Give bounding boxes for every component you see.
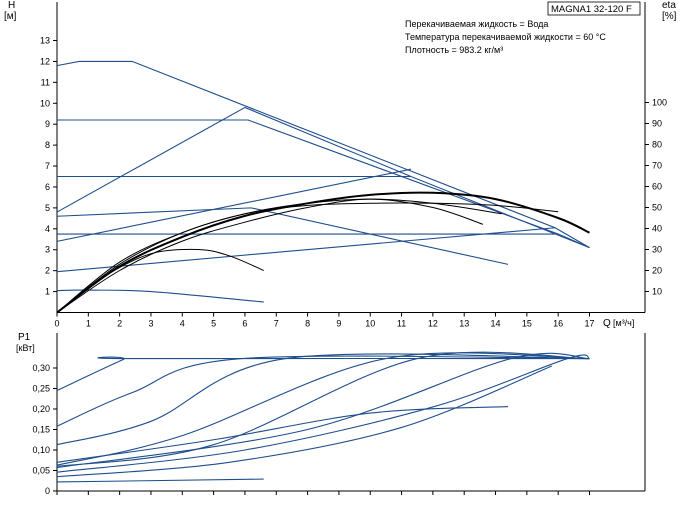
q-axis-unit: [м³/ч]	[613, 318, 634, 328]
power-curve-2	[56, 355, 590, 427]
q-tick-label: 14	[491, 319, 501, 329]
h-tick-label: 13	[40, 36, 50, 46]
h-tick-label: 1	[45, 287, 50, 297]
q-tick-label: 9	[336, 319, 341, 329]
q-tick-label: 10	[365, 319, 375, 329]
head-curve-4	[56, 207, 509, 265]
q-tick-label: 16	[553, 319, 563, 329]
p1-tick-label: 0,25	[32, 384, 50, 394]
eta-tick-label: 30	[652, 245, 662, 255]
head-curve-3	[57, 175, 590, 249]
eta-axis-unit: [%]	[662, 11, 677, 22]
q-tick-label: 17	[584, 319, 594, 329]
chart-title: MAGNA1 32-120 F	[551, 4, 632, 15]
h-tick-label: 9	[45, 119, 50, 129]
efficiency-curve-4	[56, 198, 484, 313]
p1-tick-label: 0,20	[32, 404, 50, 414]
efficiency-curve-2	[56, 202, 559, 313]
eta-axis-label: eta	[662, 0, 676, 11]
power-curve-4	[56, 352, 590, 466]
q-tick-label: 8	[305, 319, 310, 329]
efficiency-curve-1	[56, 191, 590, 314]
q-tick-label: 0	[54, 319, 59, 329]
eta-tick-label: 20	[652, 266, 662, 276]
head-curve-6	[56, 289, 264, 303]
q-tick-label: 6	[242, 319, 247, 329]
p1-axis-label: P1	[18, 332, 31, 343]
p1-tick-label: 0,10	[32, 445, 50, 455]
q-tick-label: 11	[397, 319, 406, 329]
q-tick-label: 1	[86, 319, 91, 329]
eta-tick-label: 100	[652, 98, 667, 108]
info-line-3: Плотность = 983.2 кг/м³	[405, 45, 503, 55]
h-tick-label: 7	[45, 161, 50, 171]
h-tick-label: 5	[45, 203, 50, 213]
h-axis-label: H	[8, 0, 15, 11]
efficiency-curve-5	[56, 248, 264, 313]
p1-tick-label: 0	[45, 486, 50, 496]
q-tick-label: 3	[148, 319, 153, 329]
eta-tick-label: 10	[652, 287, 662, 297]
p1-axis-unit: [кВт]	[16, 343, 35, 353]
power-curve-1	[56, 356, 590, 392]
q-tick-label: 5	[211, 319, 216, 329]
h-tick-label: 11	[41, 77, 50, 87]
eta-tick-label: 90	[652, 119, 662, 129]
system-curve-1	[56, 106, 412, 213]
system-curve-2	[56, 168, 412, 242]
h-tick-label: 2	[45, 266, 50, 276]
power-curve-8	[56, 405, 509, 463]
power-curve-10	[56, 478, 264, 483]
h-tick-label: 3	[45, 245, 50, 255]
p1-tick-label: 0,05	[32, 466, 50, 476]
power-curve-6	[56, 352, 590, 469]
q-tick-label: 12	[428, 319, 438, 329]
h-tick-label: 10	[40, 98, 50, 108]
efficiency-curve-3	[56, 198, 502, 313]
q-tick-label: 4	[180, 319, 185, 329]
h-tick-label: 12	[40, 56, 50, 66]
power-curve-3	[56, 353, 590, 446]
q-tick-label: 2	[117, 319, 122, 329]
title-box	[547, 1, 641, 16]
p1-tick-label: 0,30	[32, 363, 50, 373]
head-curve-2	[57, 119, 590, 249]
head-curve-1	[56, 60, 590, 249]
q-tick-label: 13	[459, 319, 469, 329]
info-line-1: Перекачиваемая жидкость = Вода	[405, 19, 548, 29]
power-curve-5	[56, 351, 590, 467]
eta-tick-label: 70	[652, 161, 662, 171]
eta-tick-label: 40	[652, 224, 662, 234]
h-tick-label: 4	[45, 224, 50, 234]
q-tick-label: 15	[522, 319, 532, 329]
h-tick-label: 6	[45, 182, 50, 192]
info-line-2: Температура перекачиваемой жидкости = 60…	[405, 32, 606, 42]
power-curve-7	[56, 354, 590, 473]
system-curve-3	[56, 227, 556, 273]
h-axis-unit: [м]	[4, 11, 17, 22]
eta-tick-label: 60	[652, 182, 662, 192]
power-curve-9	[56, 365, 553, 478]
p1-tick-label: 0,15	[32, 425, 50, 435]
eta-tick-label: 50	[652, 203, 662, 213]
h-tick-label: 8	[45, 140, 50, 150]
q-axis-label: Q	[603, 318, 611, 329]
eta-tick-label: 80	[652, 140, 662, 150]
q-tick-label: 7	[274, 319, 279, 329]
